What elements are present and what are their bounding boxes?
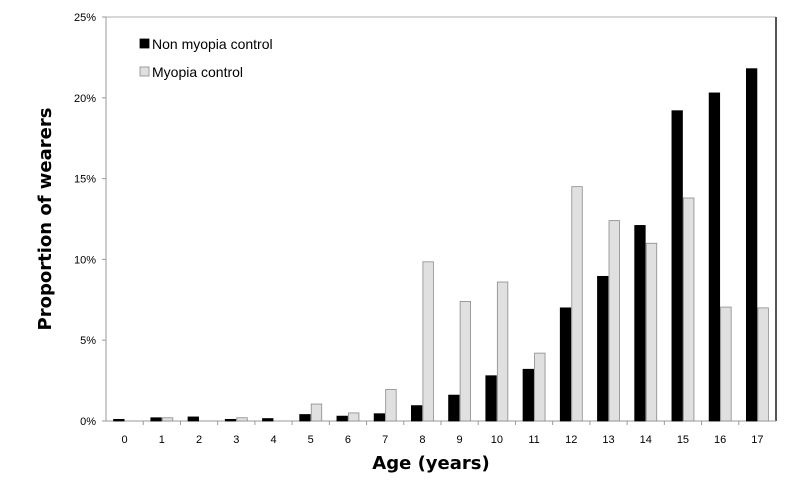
x-tick-label: 1 <box>159 434 165 446</box>
bar-non-myopia-control <box>597 275 609 422</box>
x-tick-label: 15 <box>677 434 689 446</box>
bar-non-myopia-control <box>373 413 386 422</box>
bar-non-myopia-control <box>671 110 683 422</box>
bar-myopia-control <box>534 352 546 422</box>
x-tick-label: 3 <box>233 434 239 446</box>
x-tick-label: 16 <box>714 434 726 446</box>
x-tick-label: 17 <box>751 434 763 446</box>
bar-myopia-control <box>571 186 583 422</box>
x-tick-label: 14 <box>640 434 652 446</box>
bar-non-myopia-control <box>262 418 274 422</box>
y-tick-label: 10% <box>74 254 96 266</box>
x-tick-label: 6 <box>345 434 351 446</box>
x-tick-label: 8 <box>419 434 425 446</box>
y-tick-label: 15% <box>74 174 96 186</box>
bar-non-myopia-control <box>187 416 199 422</box>
bar-myopia-control <box>683 197 695 422</box>
bar-non-myopia-control <box>150 417 162 422</box>
y-axis-title: Proportion of wearers <box>35 108 56 331</box>
x-tick-label: 5 <box>308 434 314 446</box>
x-tick-label: 4 <box>270 434 276 446</box>
y-tick-label: 0% <box>80 416 96 428</box>
bar-myopia-control <box>496 281 509 422</box>
bar-myopia-control <box>161 417 174 422</box>
bar-non-myopia-control <box>410 405 423 422</box>
y-tick-label: 25% <box>74 12 96 24</box>
x-tick-label: 9 <box>457 434 463 446</box>
bar-non-myopia-control <box>224 418 237 422</box>
bar-myopia-control <box>459 301 472 422</box>
legend-swatch-non-myopia-control <box>139 38 150 49</box>
bar-myopia-control <box>757 307 769 422</box>
bar-myopia-control <box>720 306 732 422</box>
bar-myopia-control <box>385 389 397 422</box>
y-tick-label: 20% <box>74 93 96 105</box>
bar-myopia-control <box>310 403 323 422</box>
x-tick-label: 10 <box>491 434 503 446</box>
bar-non-myopia-control <box>522 368 534 422</box>
x-axis-title: Age (years) <box>372 453 489 474</box>
x-tick-label: 0 <box>122 434 128 446</box>
bar-non-myopia-control <box>634 225 646 422</box>
bar-non-myopia-control <box>708 92 721 422</box>
x-tick-label: 13 <box>602 434 614 446</box>
legend: Non myopia control Myopia control <box>139 36 273 80</box>
y-tick-label: 5% <box>80 335 96 347</box>
x-tick-label: 11 <box>528 434 539 446</box>
x-tick-label: 7 <box>382 434 388 446</box>
bar-non-myopia-control <box>299 414 311 422</box>
y-axis: 0% 5% 10% 15% 20% 25% <box>74 12 106 428</box>
bar-myopia-control <box>236 417 248 422</box>
legend-label-non-myopia-control: Non myopia control <box>152 36 273 52</box>
x-tick-label: 12 <box>565 434 577 446</box>
bar-myopia-control <box>422 261 434 422</box>
bar-non-myopia-control <box>448 394 460 422</box>
bar-myopia-control <box>348 412 360 422</box>
legend-label-myopia-control: Myopia control <box>152 64 243 80</box>
legend-swatch-myopia-control <box>139 66 150 77</box>
bar-myopia-control <box>645 242 658 422</box>
bar-non-myopia-control <box>485 375 497 422</box>
x-axis: 0 1 2 3 4 5 6 7 8 9 10 11 12 13 14 15 16 17 <box>122 421 764 446</box>
bar-non-myopia-control <box>745 68 758 422</box>
bar-non-myopia-control <box>559 307 572 422</box>
bars <box>113 68 769 422</box>
bar-non-myopia-control <box>113 418 125 422</box>
x-tick-label: 2 <box>196 434 202 446</box>
bar-non-myopia-control <box>336 415 348 422</box>
bar-myopia-control <box>608 220 620 422</box>
